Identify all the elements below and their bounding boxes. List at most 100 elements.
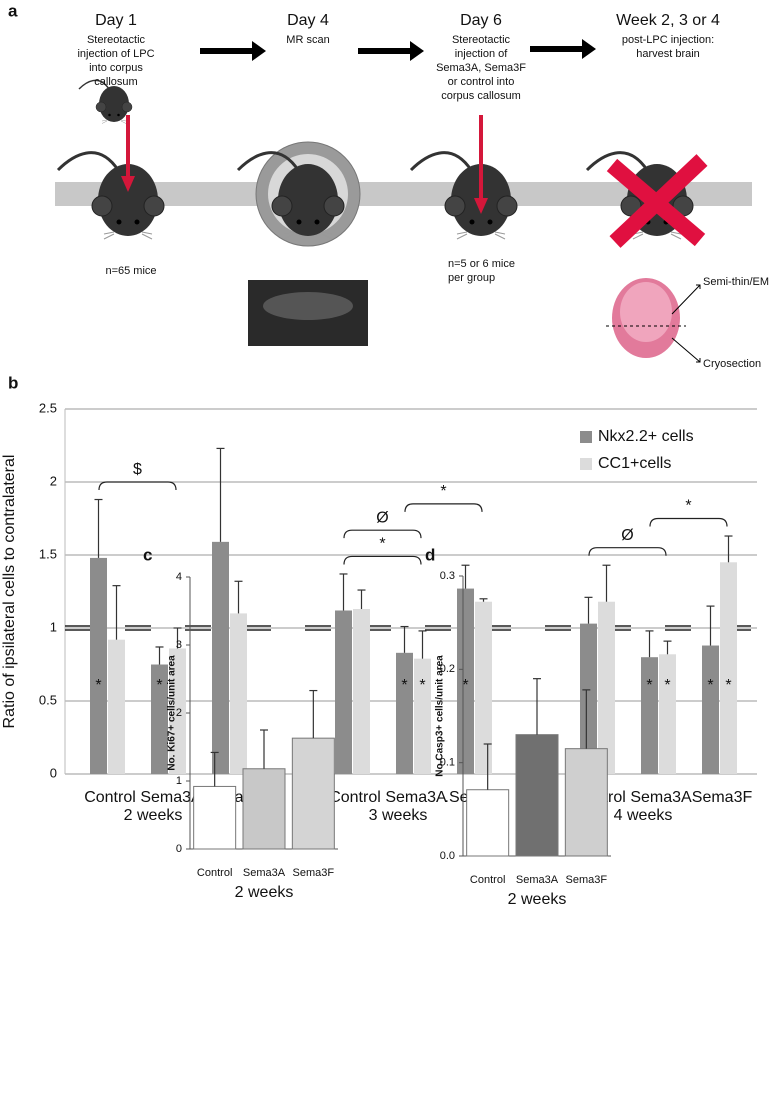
y-tick-label: 0.0 [440,850,455,862]
bar [353,609,370,774]
x-tick-label: Control [197,867,232,879]
error-bar [339,573,348,611]
y-axis-label: Ratio of ipsilateral cells to contralate… [1,455,18,729]
bracket [343,555,422,565]
y-tick-label: 1 [176,775,182,787]
significance-star: * [462,677,468,694]
error-bar [645,630,654,658]
y-tick-label: 3 [176,639,182,651]
note: per group [448,272,495,284]
error-bar [724,535,733,563]
error-bar [663,640,672,655]
bar [475,601,492,774]
significance-star: * [725,677,731,694]
note: n=65 mice [105,265,156,277]
significance-star: * [95,677,101,694]
step-text: Stereotactic [87,34,146,46]
bar [335,610,352,774]
bracket-label: * [440,483,446,500]
step-text: into corpus [89,62,143,74]
significance-star: * [707,677,713,694]
bracket [404,503,483,512]
y-tick-label: 0.2 [440,663,455,675]
bar [193,785,237,850]
bracket-label: $ [133,461,142,478]
bar [169,648,186,774]
bar [702,645,719,774]
y-tick-label: 1 [50,619,57,634]
panel-label: b [8,373,18,392]
bar [396,652,413,774]
error-bar [210,751,219,787]
error-bar [584,596,593,624]
bar [515,734,559,857]
significance-star: * [156,677,162,694]
significance-star: * [419,677,425,694]
x-tick-label: Sema3A [243,867,286,879]
step-text: Stereotactic [452,34,511,46]
bar [230,613,247,774]
error-bar [94,498,103,558]
legend-label: Nkx2.2+ cells [598,428,694,445]
y-tick-label: 1.5 [39,546,57,561]
bracket-label: Ø [621,527,633,544]
significance-star: * [401,677,407,694]
bar [580,623,597,774]
error-bar [112,585,121,640]
error-bar [602,564,611,602]
error-bar [418,630,427,659]
x-axis-label: 2 weeks [508,891,567,908]
step-text: corpus callosum [441,90,520,102]
bar [414,658,431,774]
bracket-label: * [685,498,691,515]
bar [90,557,107,774]
x-tick-label: Control [470,874,505,886]
x-tick-label: Sema3F [692,789,753,806]
x-tick-label: Control [84,789,136,806]
error-bar [216,447,225,542]
error-bar [155,646,164,665]
note: n=5 or 6 mice [448,258,515,270]
step-text: injection of LPC [77,48,154,60]
step-title: Day 4 [287,12,329,29]
y-tick-label: 0 [50,765,57,780]
bar [598,601,615,774]
bar [212,541,229,774]
bar [291,737,335,850]
y-tick-label: 2.5 [39,400,57,415]
bar [659,654,676,774]
x-tick-label: Sema3A [516,874,559,886]
x-axis-label: 2 weeks [235,884,294,901]
error-bar [234,580,243,614]
error-bar [173,627,182,649]
mice [56,115,708,363]
step-title: Day 1 [95,12,137,29]
step-text: callosum [94,76,137,88]
error-bar [483,743,492,790]
error-bar [533,678,541,735]
error-bar [260,729,268,769]
y-tick-label: 2 [176,707,182,719]
brain-label: Cryosection [703,358,761,370]
x-tick-label: Sema3A [630,789,692,806]
panel-label: c [143,545,152,564]
group-label: 4 weeks [614,807,673,824]
step-text: Sema3A, Sema3F [436,62,526,74]
bar [720,562,737,774]
legend-swatch [580,458,592,470]
error-bar [479,598,488,602]
bar [242,768,286,850]
y-axis-label: No. Ki67+ cells/unit area [167,655,178,771]
panel-label: d [425,545,435,564]
group-label: 3 weeks [369,807,428,824]
bar [151,664,168,774]
error-bar [400,625,409,653]
bracket-label: Ø [376,509,388,526]
y-axis-label: No.Casp3+ cells/unit area [435,655,446,777]
bracket [588,547,667,556]
error-bar [706,605,715,646]
step-text: injection of [455,48,509,60]
x-tick-label: Sema3A [385,789,447,806]
bar [564,748,608,857]
